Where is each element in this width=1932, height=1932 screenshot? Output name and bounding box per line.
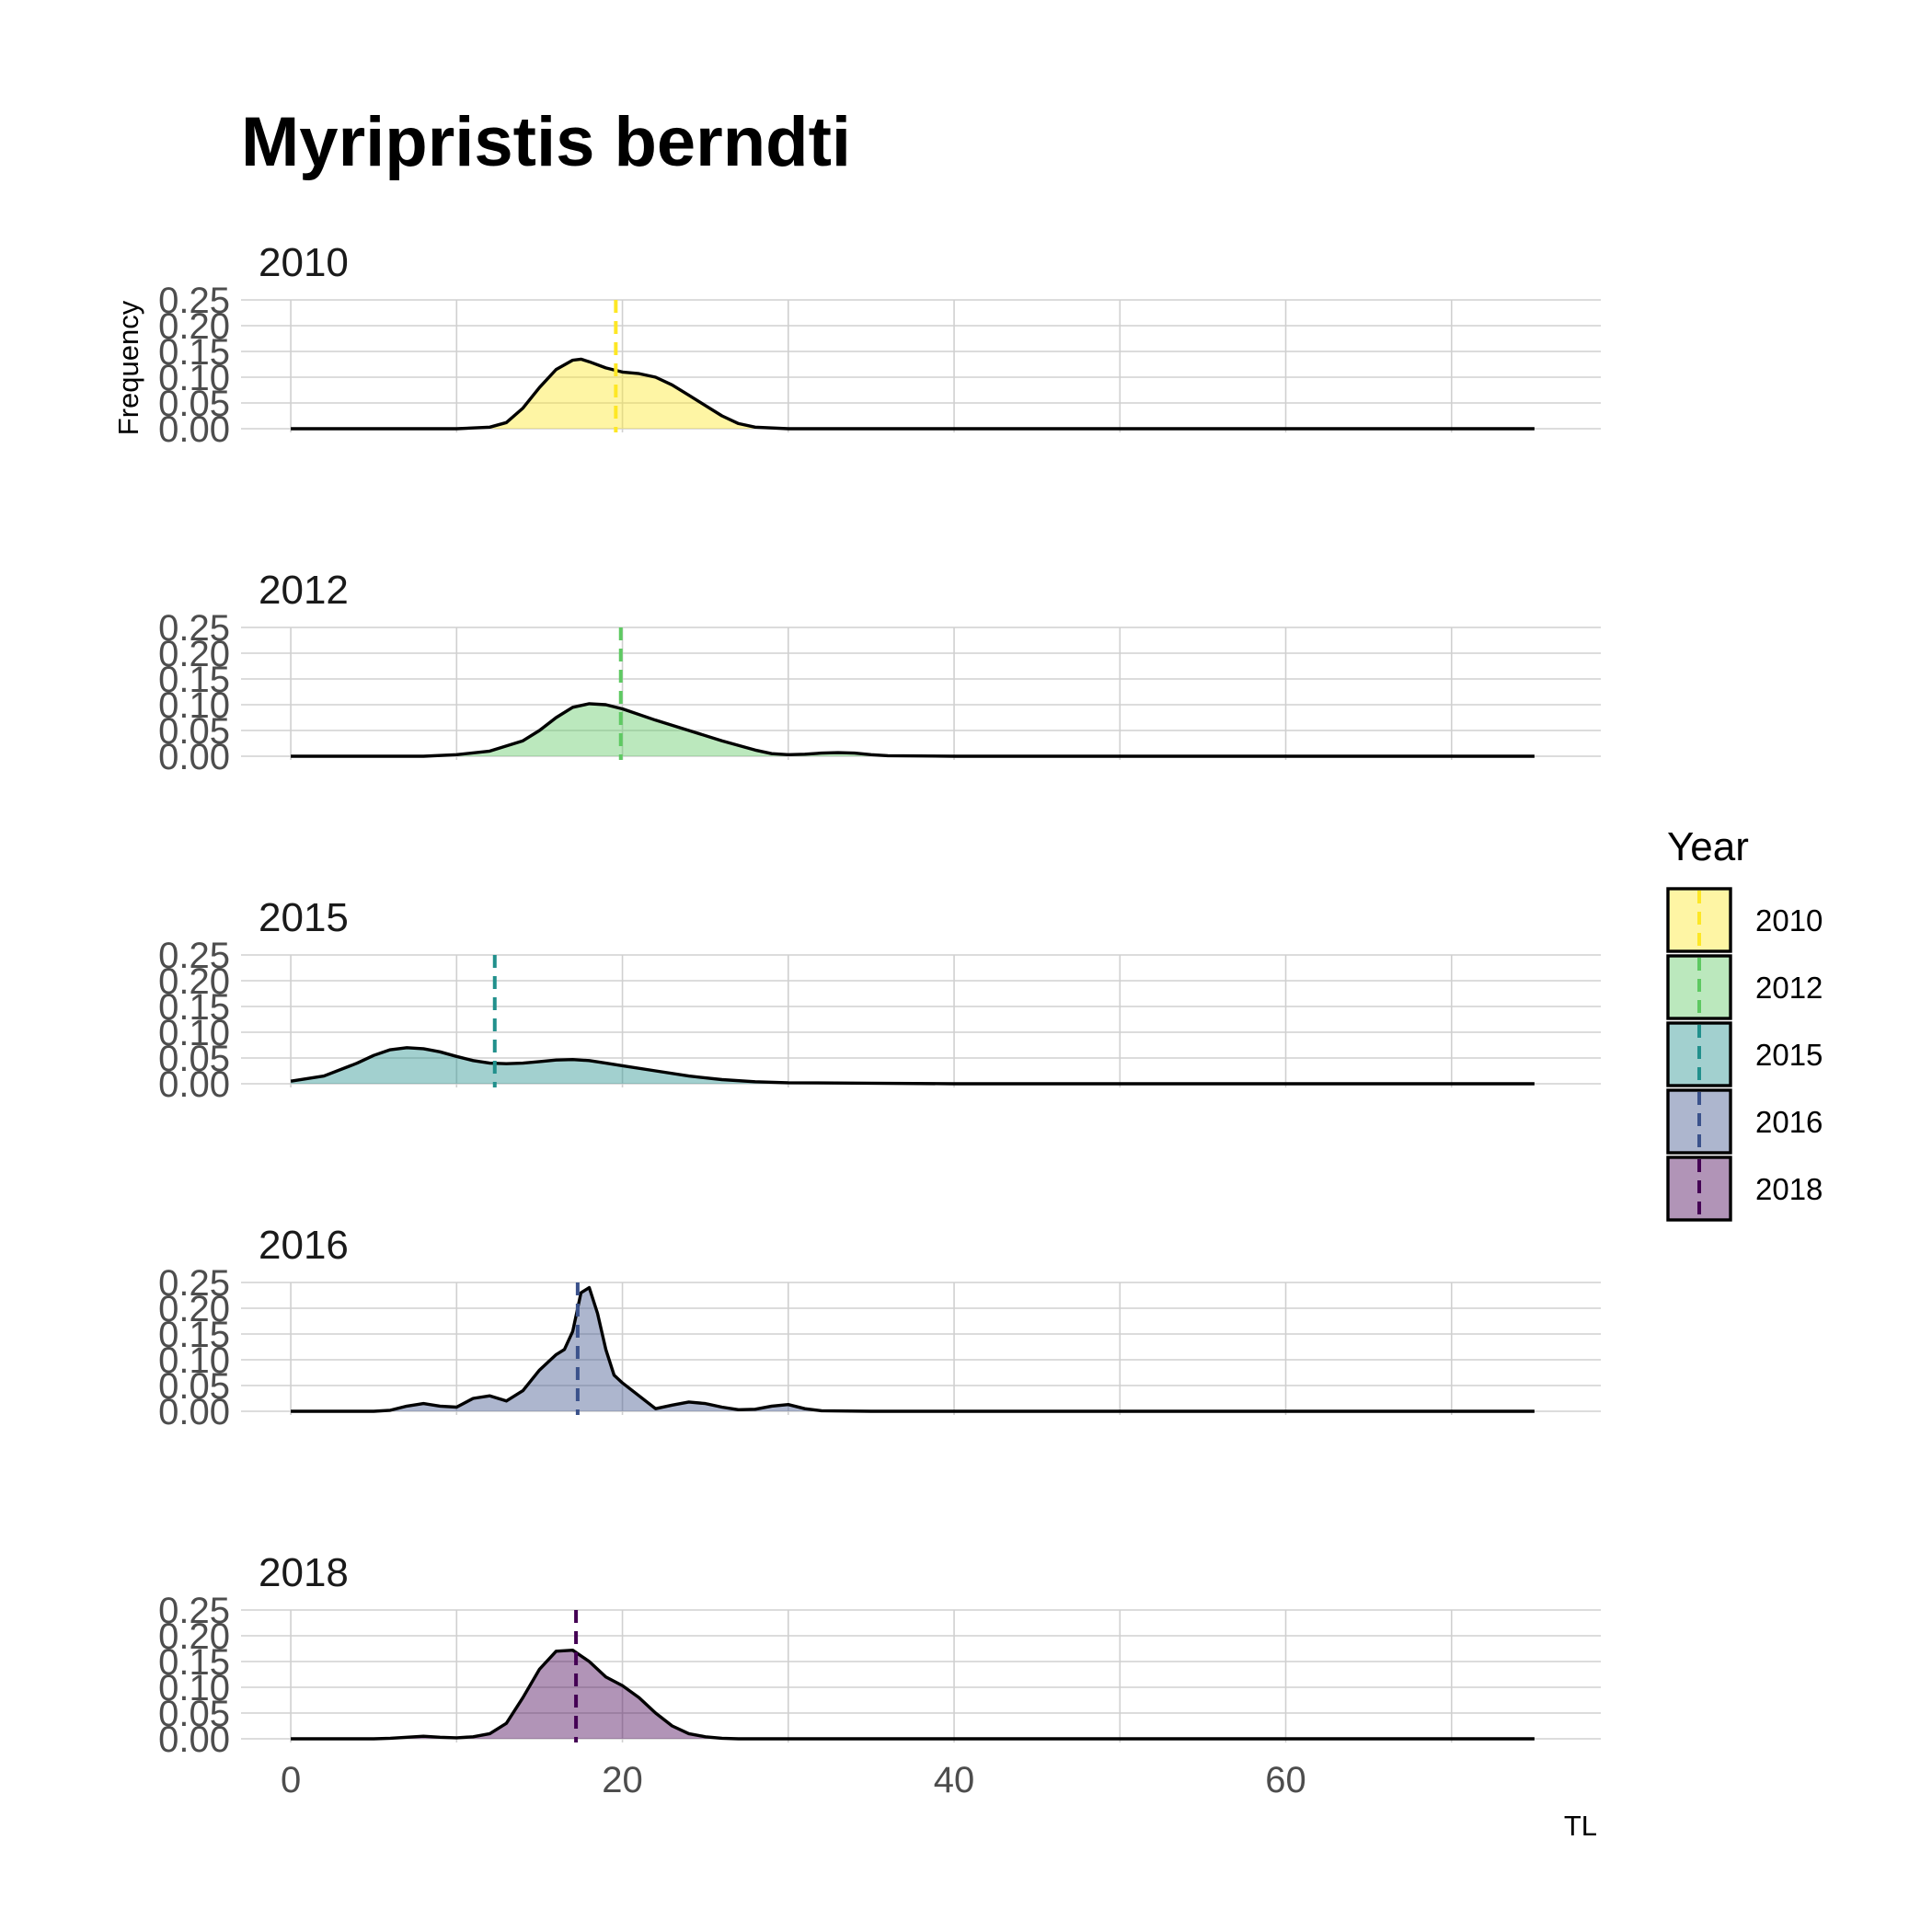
panel-2018: 2018 0.000.050.100.150.200.25 (158, 1550, 1601, 1760)
x-tick-label: 20 (602, 1760, 643, 1800)
chart-title: Myripristis berndti (241, 103, 851, 181)
y-tick-label: 0.20 (158, 634, 230, 674)
y-tick-label: 0.05 (158, 384, 230, 424)
panels: 20100.000.050.100.150.200.2520120.000.05… (158, 240, 1601, 1760)
y-tick-label: 0.15 (158, 660, 230, 700)
x-tick-label: 40 (934, 1760, 975, 1800)
density-area (291, 359, 1535, 429)
x-axis: 0 20 40 60 (281, 1760, 1306, 1800)
density-area (291, 703, 1535, 756)
x-tick-label: 60 (1265, 1760, 1306, 1800)
y-tick-label: 0.25 (158, 936, 230, 976)
panel-label: 2018 (259, 1550, 349, 1595)
x-tick-label: 0 (281, 1760, 301, 1800)
density-area (291, 1287, 1535, 1411)
panel-2016: 2016 0.000.050.100.150.200.25 (158, 1223, 1601, 1432)
density-line (290, 1046, 1535, 1086)
density-line (291, 702, 1535, 758)
density-line (291, 1285, 1535, 1413)
density-area (291, 1650, 1535, 1739)
panel-label: 2012 (259, 568, 349, 613)
y-tick-label: 0.25 (158, 281, 230, 321)
panel-2012: 2012 0.000.050.100.150.200.25 (158, 568, 1601, 777)
legend-label: 2016 (1755, 1105, 1823, 1139)
y-tick-label: 0.05 (158, 1366, 230, 1407)
y-tick-label: 0.05 (158, 1039, 230, 1079)
y-tick-label: 0.10 (158, 1668, 230, 1708)
y-tick-label: 0.15 (158, 1315, 230, 1355)
panel-label: 2015 (259, 895, 349, 940)
legend-label: 2012 (1755, 971, 1823, 1005)
y-tick-label: 0.15 (158, 1642, 230, 1683)
y-tick-label: 0.00 (158, 737, 230, 777)
x-axis-label: TL (1564, 1810, 1597, 1842)
legend: Year 2010 2012 2015 2016 2018 (1666, 824, 1823, 1222)
y-tick-label: 0.25 (158, 608, 230, 649)
y-tick-label: 0.10 (158, 685, 230, 726)
y-axis-label: Frequency (112, 300, 144, 435)
y-tick-label: 0.20 (158, 1616, 230, 1657)
legend-label: 2010 (1755, 903, 1823, 937)
panel-2015: 2015 0.000.050.100.150.200.25 (158, 895, 1601, 1105)
legend-label: 2015 (1755, 1038, 1823, 1072)
y-tick-label: 0.25 (158, 1591, 230, 1631)
y-tick-label: 0.20 (158, 306, 230, 347)
density-area (291, 1047, 1535, 1084)
y-tick-label: 0.00 (158, 409, 230, 450)
y-tick-label: 0.20 (158, 961, 230, 1002)
y-tick-label: 0.10 (158, 358, 230, 398)
legend-label: 2018 (1755, 1172, 1823, 1206)
y-tick-label: 0.20 (158, 1289, 230, 1329)
panel-2010: 2010 0.000.050.100.150.200.25 (158, 240, 1601, 450)
density-line (291, 1649, 1535, 1741)
density-line (291, 357, 1535, 431)
y-tick-label: 0.10 (158, 1013, 230, 1053)
y-tick-label: 0.10 (158, 1340, 230, 1381)
legend-title: Year (1667, 824, 1749, 869)
panel-label: 2016 (259, 1223, 349, 1268)
panel-label: 2010 (259, 240, 349, 285)
y-tick-label: 0.15 (158, 987, 230, 1028)
y-tick-label: 0.05 (158, 1694, 230, 1734)
y-tick-label: 0.00 (158, 1064, 230, 1105)
y-tick-label: 0.25 (158, 1263, 230, 1304)
y-tick-label: 0.05 (158, 711, 230, 752)
y-tick-label: 0.00 (158, 1392, 230, 1432)
y-tick-label: 0.00 (158, 1719, 230, 1760)
y-tick-label: 0.15 (158, 332, 230, 373)
